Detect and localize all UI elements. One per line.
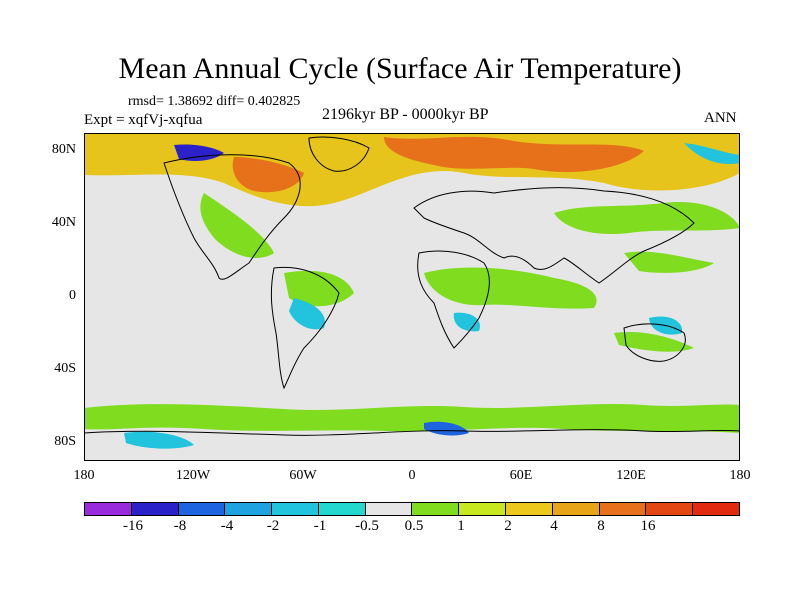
colorbar-bin [85, 503, 132, 515]
lat-label-80s: 80S [54, 434, 76, 449]
africa-indian-ocean-warming [424, 267, 597, 309]
colorbar-bin [318, 503, 366, 515]
colorbar-bin [365, 503, 413, 515]
antarctic-cooling-east [424, 421, 469, 436]
colorbar-bin [225, 503, 273, 515]
south-america-warming [284, 270, 354, 307]
colorbar-label: -4 [220, 518, 234, 534]
lon-label-60w: 60W [289, 468, 317, 483]
western-pacific-warming [624, 251, 714, 273]
chart-title: Mean Annual Cycle (Surface Air Temperatu… [118, 52, 682, 85]
lat-label-80n: 80N [51, 142, 76, 157]
colorbar-label: 1 [457, 518, 465, 534]
colorbar-label: -2 [266, 518, 280, 534]
colorbar-label: 2 [504, 518, 512, 534]
colorbar-bin [552, 503, 600, 515]
lat-label-0: 0 [69, 288, 76, 303]
coastline-outline [84, 136, 740, 436]
colorbar-bin [459, 503, 507, 515]
colorbar-bin [646, 503, 694, 515]
colorbar-bin [412, 503, 460, 515]
colorbar-label: 0.5 [404, 518, 424, 534]
colorbar-bin [131, 503, 179, 515]
northeast-canada-warming [232, 157, 304, 193]
pacific-arctic-cooling [684, 143, 740, 165]
lon-label-120w: 120W [175, 468, 211, 483]
southern-ocean-warming [84, 404, 740, 433]
lon-label-180w: 180 [73, 468, 95, 483]
colorbar-label: -0.5 [355, 518, 379, 534]
lon-label-120e: 120E [616, 468, 646, 483]
colorbar-label: -16 [123, 518, 143, 534]
season-label: ANN [704, 110, 737, 126]
antarctic-cooling-west [124, 431, 194, 449]
colorbar-label: 4 [550, 518, 558, 534]
lat-label-40s: 40S [54, 361, 76, 376]
north-pacific-warming [554, 202, 740, 235]
experiment-label: Expt = xqfVj-xqfua [84, 112, 203, 128]
lon-label-0: 0 [408, 468, 416, 483]
stats-label: rmsd= 1.38692 diff= 0.402825 [128, 94, 301, 109]
colorbar-bin [272, 503, 319, 515]
period-label: 2196kyr BP - 0000kyr BP [322, 106, 489, 123]
colorbar-bin [693, 503, 739, 515]
australia-warming [614, 332, 694, 352]
arctic-archipelago-cooling [174, 144, 224, 161]
colorbar-bin [506, 503, 553, 515]
colorbar-bin [178, 503, 226, 515]
lat-label-40n: 40N [51, 215, 76, 230]
colorbar-label: 16 [640, 518, 656, 534]
north-america-warming [200, 193, 274, 258]
map-border [84, 133, 740, 461]
map-svg [84, 133, 740, 461]
south-america-cooling [289, 298, 325, 330]
colorbar [84, 502, 740, 516]
colorbar-label: -8 [173, 518, 187, 534]
lon-label-60e: 60E [509, 468, 533, 483]
colorbar-label: 8 [597, 518, 605, 534]
lon-label-180e: 180 [729, 468, 751, 483]
colorbar-bin [599, 503, 647, 515]
colorbar-label: -1 [313, 518, 327, 534]
map-area [84, 133, 740, 461]
siberia-strong-warming [384, 136, 644, 173]
